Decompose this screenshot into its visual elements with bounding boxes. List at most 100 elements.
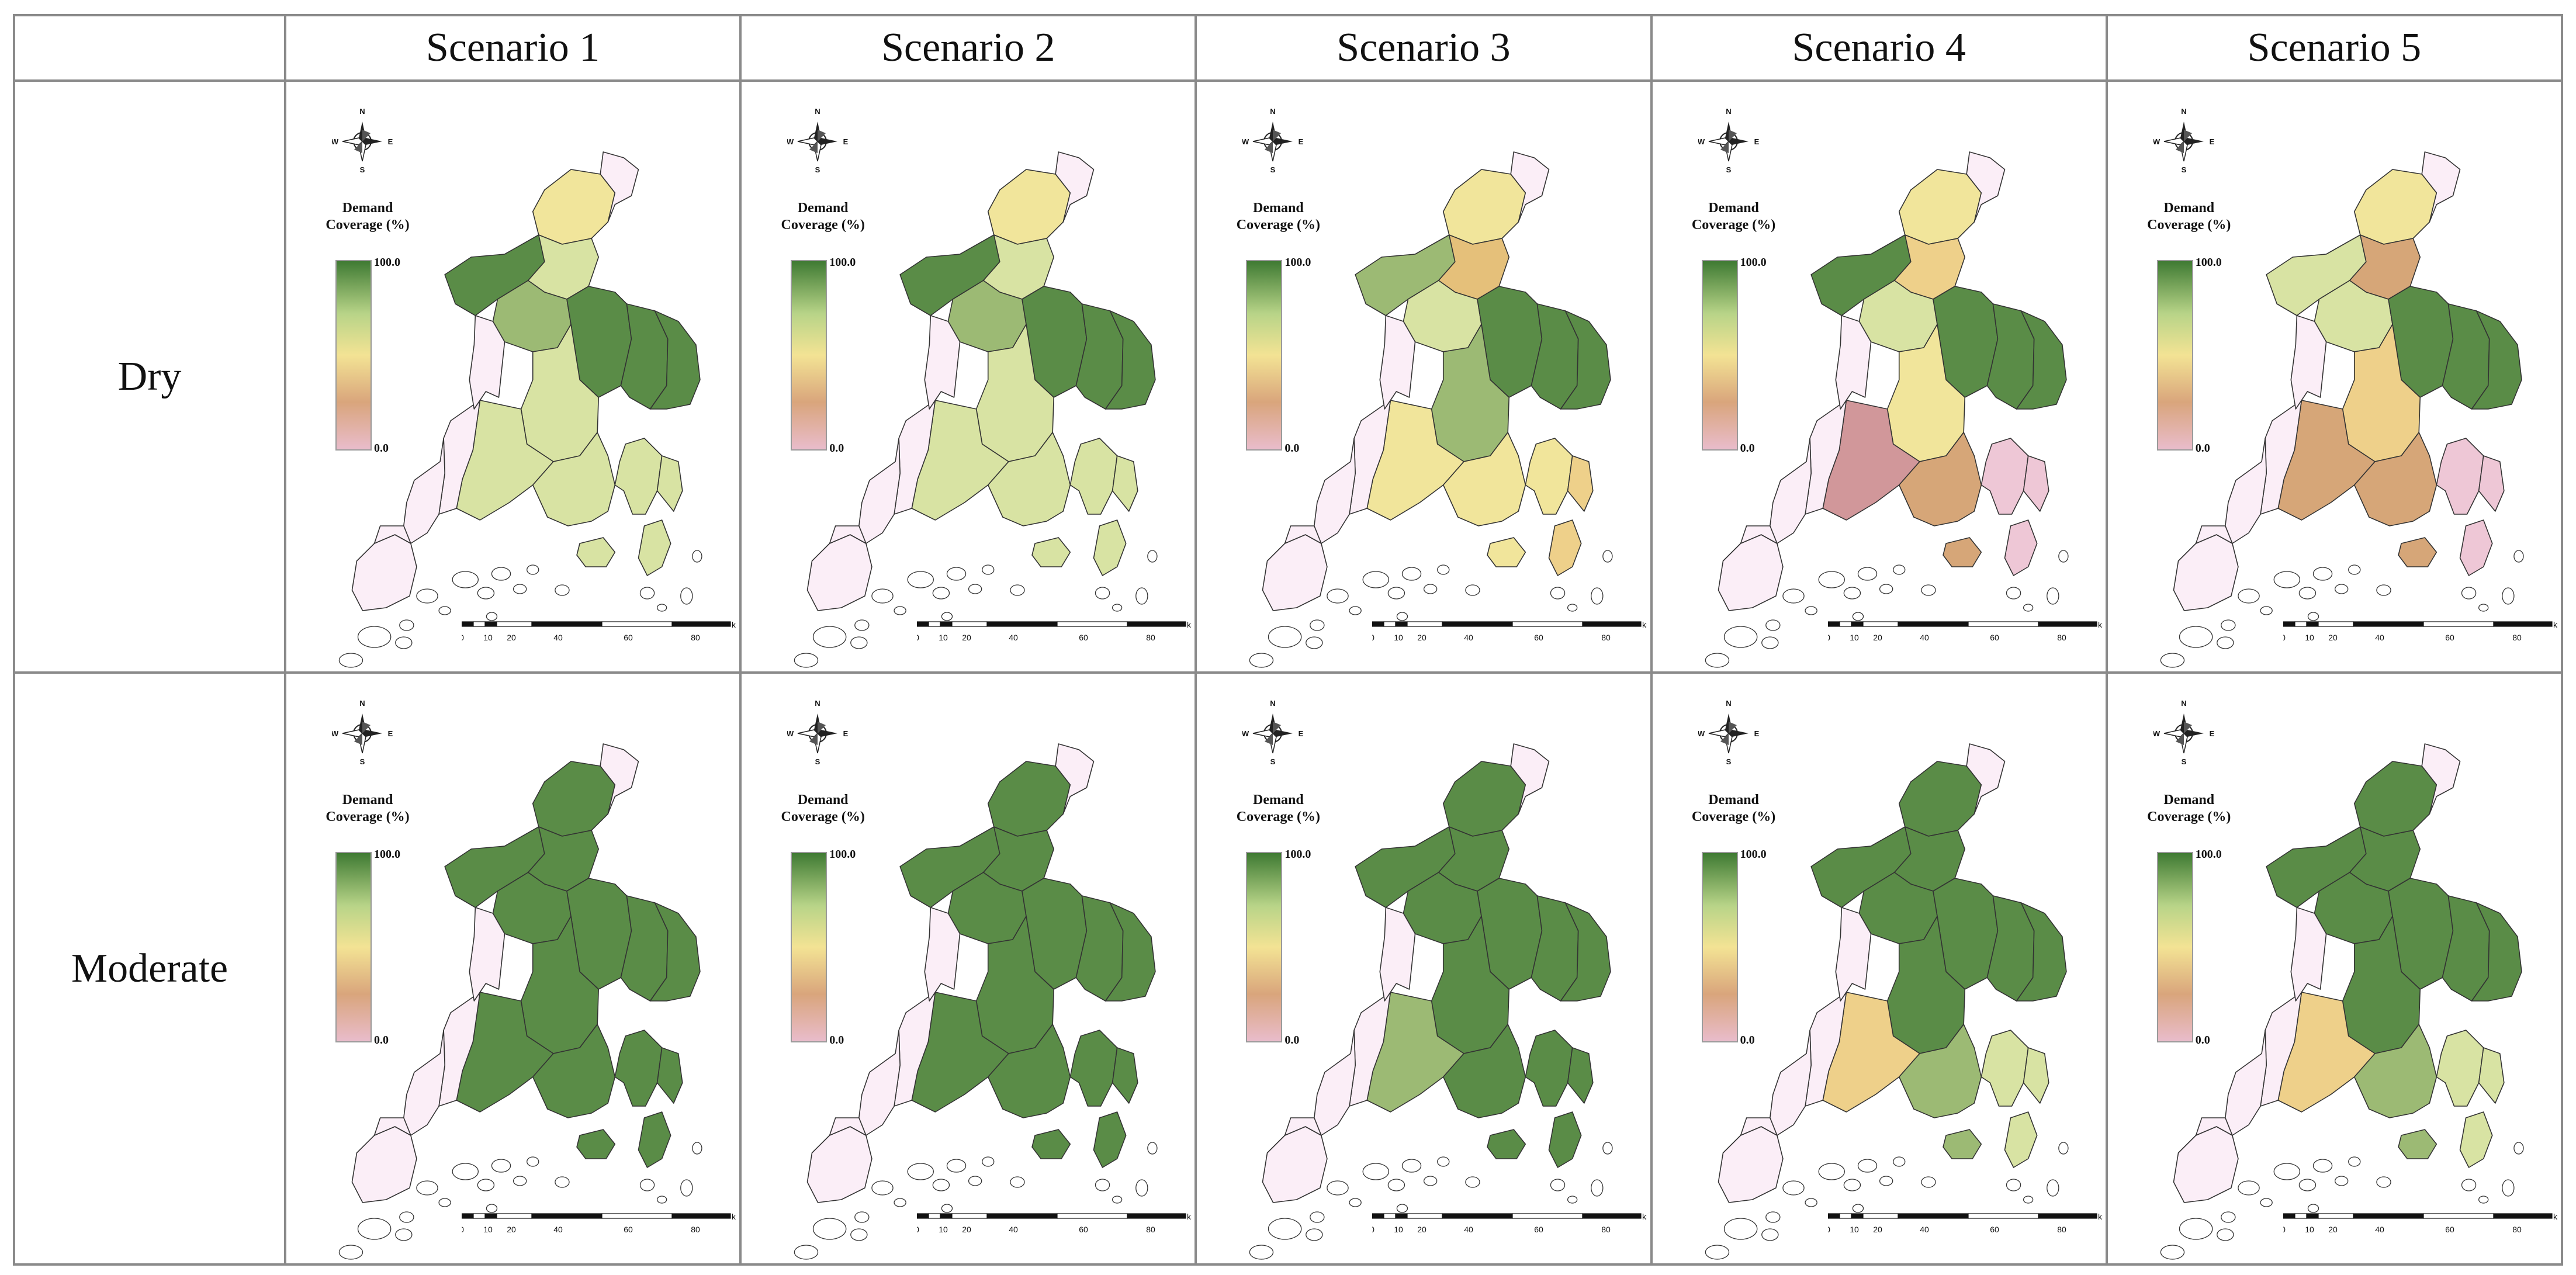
scale-segment xyxy=(1395,1213,1408,1219)
island xyxy=(1602,550,1613,563)
island xyxy=(1879,1176,1893,1186)
island xyxy=(1437,1156,1450,1167)
compass-n: N xyxy=(2181,107,2186,116)
scale-segment xyxy=(1057,621,1128,627)
scale-tick-label: 40 xyxy=(1009,1225,1018,1234)
legend-min-label: 0.0 xyxy=(2195,442,2210,455)
scale-segment xyxy=(484,1213,497,1219)
compass-n: N xyxy=(359,107,365,116)
island xyxy=(357,626,392,648)
scale-tick-label: 10 xyxy=(939,1225,948,1234)
region-14 xyxy=(1314,438,1356,544)
region-13 xyxy=(614,1030,663,1107)
scale-tick-label: 80 xyxy=(2057,1225,2066,1234)
island xyxy=(513,584,527,594)
island xyxy=(452,1163,479,1180)
island xyxy=(2260,1198,2273,1207)
island xyxy=(1310,619,1325,631)
region-18 xyxy=(1487,537,1526,567)
island xyxy=(2179,1218,2213,1240)
legend-color-ramp xyxy=(1701,260,1738,451)
island xyxy=(1818,1163,1845,1180)
scale-tick-label: 20 xyxy=(1873,633,1882,642)
island xyxy=(2179,626,2213,648)
map-cell: N S E W Demand Coverage (%) 100.0 0.0 0 1… xyxy=(1650,671,2108,1266)
legend-title: Demand Coverage (%) xyxy=(781,200,865,233)
island xyxy=(2058,550,2069,563)
compass-e: E xyxy=(1754,137,1758,146)
island xyxy=(850,636,868,649)
region-16 xyxy=(373,1117,411,1136)
island xyxy=(1761,636,1779,649)
island xyxy=(656,604,667,612)
scale-bar: 0 10 20 40 60 80 km xyxy=(1372,1212,1647,1234)
scale-segment xyxy=(1827,1213,1840,1219)
scale-unit: km xyxy=(1187,620,1192,629)
scale-segment xyxy=(484,621,497,627)
region-20 xyxy=(1112,455,1138,512)
scale-segment xyxy=(951,1213,988,1219)
island xyxy=(1567,1196,1578,1204)
region-11 xyxy=(532,1024,616,1118)
legend-max-label: 100.0 xyxy=(829,848,856,861)
island xyxy=(794,1245,819,1260)
compass-w: W xyxy=(332,137,339,146)
region-20 xyxy=(1567,1047,1594,1104)
island xyxy=(527,564,539,575)
island xyxy=(2307,612,2319,621)
island xyxy=(486,1204,498,1213)
scale-segment xyxy=(531,1213,603,1219)
scale-unit: km xyxy=(1187,1212,1192,1221)
island xyxy=(1723,626,1757,648)
scale-segment xyxy=(473,621,486,627)
scale-tick-label: 60 xyxy=(1990,1225,1999,1234)
scale-tick-label: 60 xyxy=(2445,633,2454,642)
compass-w: W xyxy=(332,729,339,738)
island xyxy=(1550,1179,1566,1191)
scale-segment xyxy=(986,621,1058,627)
scale-bar: 0 10 20 40 60 80 km xyxy=(462,1212,736,1234)
compass-e: E xyxy=(1299,137,1303,146)
island xyxy=(2376,584,2391,596)
compass-w: W xyxy=(1698,137,1705,146)
region-20 xyxy=(656,1047,683,1104)
island xyxy=(2513,1142,2524,1155)
island xyxy=(1349,1198,1362,1207)
legend-title: Demand Coverage (%) xyxy=(781,792,865,824)
header-scenario-4: Scenario 4 xyxy=(1650,14,2108,82)
island xyxy=(1765,619,1781,631)
region-20 xyxy=(2023,1047,2049,1104)
region-11 xyxy=(2353,432,2437,526)
scale-segment xyxy=(1383,1213,1396,1219)
island xyxy=(1095,587,1110,600)
compass-n: N xyxy=(1726,699,1731,708)
island xyxy=(2160,1245,2184,1260)
region-18 xyxy=(1031,1129,1071,1159)
scale-tick-label: 80 xyxy=(691,1225,700,1234)
scale-tick-label: 10 xyxy=(939,633,948,642)
island xyxy=(982,564,995,575)
compass-w: W xyxy=(787,137,794,146)
map-cell: N S E W Demand Coverage (%) 100.0 0.0 0 1… xyxy=(739,79,1197,674)
scale-tick-label: 80 xyxy=(2057,633,2066,642)
scale-segment xyxy=(1372,1213,1384,1219)
scale-bar: 0 10 20 40 60 80 km xyxy=(462,620,736,642)
island xyxy=(1920,584,1936,596)
island xyxy=(2273,1163,2300,1180)
scale-segment xyxy=(1967,1213,2039,1219)
scale-tick-label: 0 xyxy=(1828,633,1830,642)
legend-color-ramp xyxy=(335,852,372,1042)
compass-n: N xyxy=(1726,107,1731,116)
island xyxy=(2238,588,2260,604)
island xyxy=(680,587,693,605)
region-15 xyxy=(806,534,872,611)
island xyxy=(1135,587,1148,605)
scale-segment xyxy=(1838,1213,1852,1219)
compass-s: S xyxy=(815,165,820,174)
legend-max-label: 100.0 xyxy=(374,256,400,269)
scale-tick-label: 80 xyxy=(1602,633,1611,642)
region-20 xyxy=(656,455,683,512)
region-8 xyxy=(649,310,701,410)
island xyxy=(477,1179,495,1191)
island xyxy=(794,653,819,668)
